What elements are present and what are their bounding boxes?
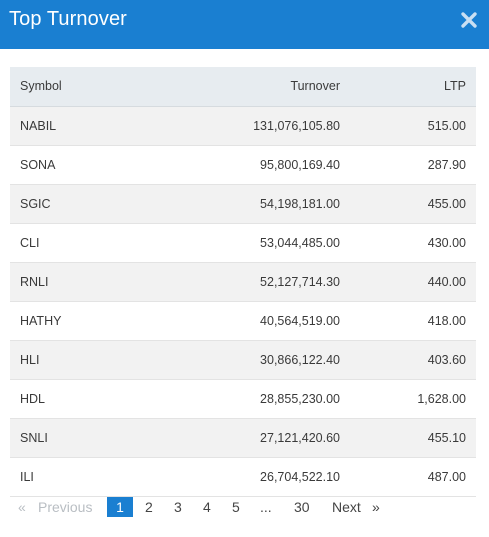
cell-ltp: 287.90 [350,145,476,185]
page-button-3[interactable]: 3 [174,499,182,515]
page-button-30[interactable]: 30 [294,499,310,515]
cell-symbol: CLI [10,223,140,263]
prev-arrow-icon: « [18,499,26,515]
previous-page-button[interactable]: Previous [38,499,93,515]
table-row: HDL 28,855,230.00 1,628.00 [10,379,476,419]
cell-ltp: 403.60 [350,340,476,380]
turnover-table-container: Symbol Turnover LTP NABIL 131,076,105.80… [10,67,476,497]
pagination: « Previous 1 2 3 4 5 ... 30 Next » [0,494,489,520]
cell-ltp: 487.00 [350,457,476,497]
table-row: SNLI 27,121,420.60 455.10 [10,418,476,458]
cell-turnover: 30,866,122.40 [140,340,350,380]
cell-symbol: SGIC [10,184,140,224]
modal-header: Top Turnover [0,0,489,49]
cell-ltp: 455.10 [350,418,476,458]
turnover-table: Symbol Turnover LTP NABIL 131,076,105.80… [10,67,476,497]
table-row: SGIC 54,198,181.00 455.00 [10,184,476,224]
cell-turnover: 54,198,181.00 [140,184,350,224]
cell-turnover: 52,127,714.30 [140,262,350,302]
cell-ltp: 418.00 [350,301,476,341]
cell-symbol: SNLI [10,418,140,458]
cell-ltp: 440.00 [350,262,476,302]
close-button[interactable] [460,11,478,29]
table-row: ILI 26,704,522.10 487.00 [10,457,476,497]
next-arrow-icon[interactable]: » [372,499,380,515]
cell-turnover: 27,121,420.60 [140,418,350,458]
table-row: RNLI 52,127,714.30 440.00 [10,262,476,302]
cell-symbol: NABIL [10,106,140,146]
close-icon [461,12,477,28]
cell-ltp: 515.00 [350,106,476,146]
cell-turnover: 95,800,169.40 [140,145,350,185]
table-header-row: Symbol Turnover LTP [10,67,476,107]
page-button-4[interactable]: 4 [203,499,211,515]
cell-turnover: 40,564,519.00 [140,301,350,341]
table-row: NABIL 131,076,105.80 515.00 [10,106,476,146]
cell-symbol: HATHY [10,301,140,341]
cell-symbol: SONA [10,145,140,185]
table-row: SONA 95,800,169.40 287.90 [10,145,476,185]
cell-symbol: ILI [10,457,140,497]
cell-turnover: 28,855,230.00 [140,379,350,419]
cell-turnover: 26,704,522.10 [140,457,350,497]
cell-ltp: 430.00 [350,223,476,263]
cell-turnover: 53,044,485.00 [140,223,350,263]
page-button-2[interactable]: 2 [145,499,153,515]
column-header-ltp[interactable]: LTP [350,67,476,107]
cell-symbol: RNLI [10,262,140,302]
page-button-1[interactable]: 1 [107,497,133,517]
column-header-symbol[interactable]: Symbol [10,67,140,107]
cell-ltp: 455.00 [350,184,476,224]
column-header-turnover[interactable]: Turnover [140,67,350,107]
cell-symbol: HDL [10,379,140,419]
cell-ltp: 1,628.00 [350,379,476,419]
cell-symbol: HLI [10,340,140,380]
next-page-button[interactable]: Next [332,499,361,515]
table-row: HATHY 40,564,519.00 418.00 [10,301,476,341]
page-button-5[interactable]: 5 [232,499,240,515]
pagination-ellipsis: ... [260,499,272,515]
cell-turnover: 131,076,105.80 [140,106,350,146]
modal-title: Top Turnover [9,8,127,30]
table-row: CLI 53,044,485.00 430.00 [10,223,476,263]
table-row: HLI 30,866,122.40 403.60 [10,340,476,380]
